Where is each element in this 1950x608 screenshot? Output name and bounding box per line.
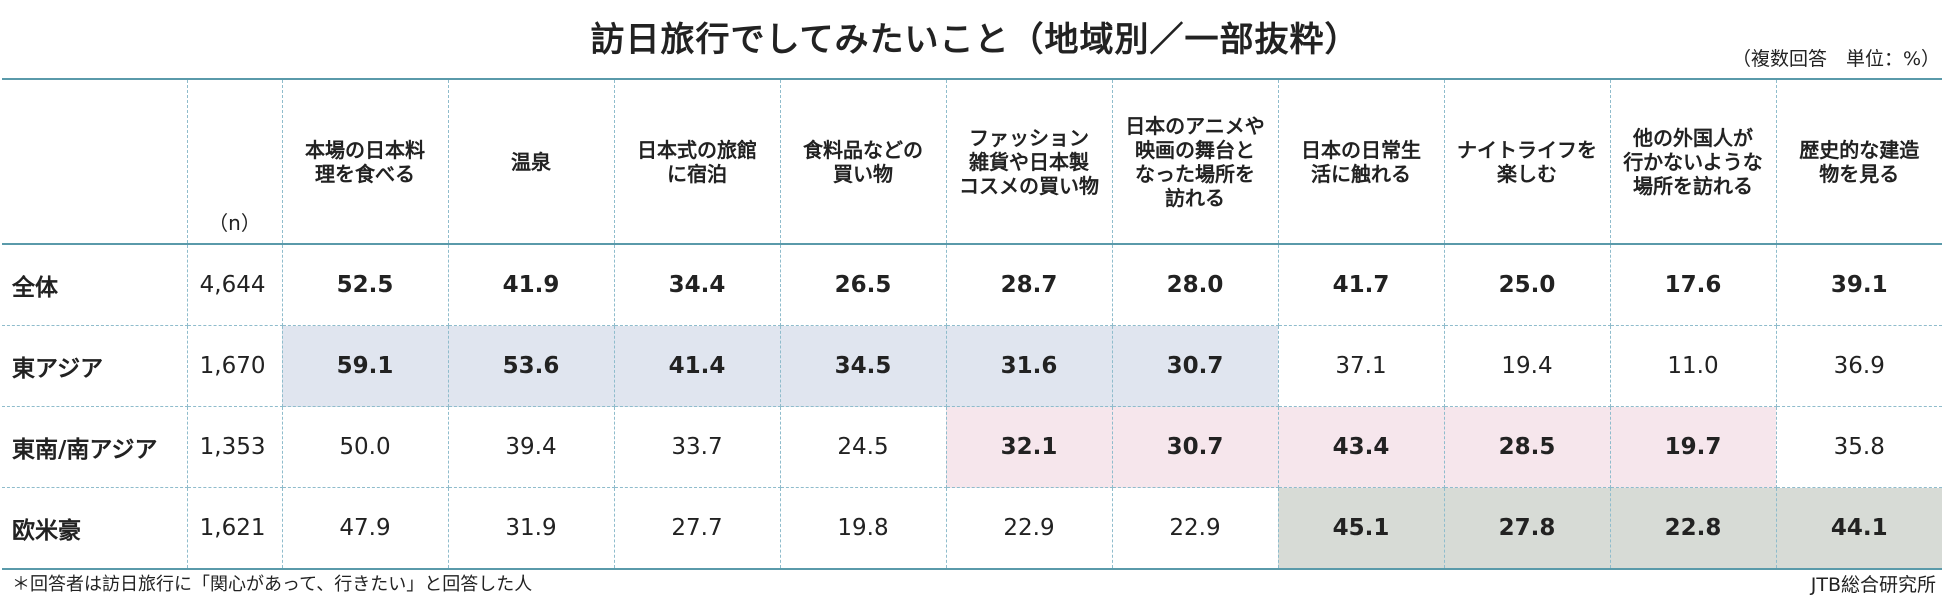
value-cell: 17.6 xyxy=(1609,244,1777,326)
value-cell: 32.1 xyxy=(945,406,1113,488)
value-cell: 37.1 xyxy=(1277,325,1445,407)
column-header: 温泉 xyxy=(447,78,615,245)
value-cell: 41.9 xyxy=(447,244,615,326)
value-cell: 24.5 xyxy=(779,406,947,488)
column-header: ファッション 雑貨や日本製 コスメの買い物 xyxy=(945,78,1113,245)
footnote: ＊回答者は訪日旅行に「関心があって、行きたい」と回答した人 xyxy=(12,574,533,595)
column-header: 食料品などの 買い物 xyxy=(779,78,947,245)
value-cell: 31.6 xyxy=(945,325,1113,407)
value-cell: 52.5 xyxy=(281,244,449,326)
value-cell: 28.5 xyxy=(1443,406,1611,488)
source-credit: JTB総合研究所 xyxy=(1810,574,1936,596)
sample-size: 4,644 xyxy=(187,244,283,326)
value-cell: 53.6 xyxy=(447,325,615,407)
value-cell: 35.8 xyxy=(1775,406,1942,488)
sample-size: 1,353 xyxy=(187,406,283,488)
sample-size: 1,670 xyxy=(187,325,283,407)
table-row: 東南/南アジア 1,353 50.0 39.4 33.7 24.5 32.1 30.7 43.4… xyxy=(2,406,1942,488)
value-cell: 30.7 xyxy=(1111,406,1279,488)
value-cell: 22.8 xyxy=(1609,487,1777,570)
value-cell: 34.5 xyxy=(779,325,947,407)
value-cell: 26.5 xyxy=(779,244,947,326)
value-cell: 19.8 xyxy=(779,487,947,570)
table-row: 欧米豪 1,621 47.9 31.9 27.7 19.8 22.9 22.9 45.1 27.8… xyxy=(2,487,1942,570)
value-cell: 39.1 xyxy=(1775,244,1942,326)
value-cell: 44.1 xyxy=(1775,487,1942,570)
value-cell: 43.4 xyxy=(1277,406,1445,488)
n-header: （n） xyxy=(187,78,283,245)
row-label: 東アジア xyxy=(2,325,188,407)
value-cell: 45.1 xyxy=(1277,487,1445,570)
value-cell: 59.1 xyxy=(281,325,449,407)
column-header: 日本のアニメや 映画の舞台と なった場所を 訪れる xyxy=(1111,78,1279,245)
value-cell: 39.4 xyxy=(447,406,615,488)
value-cell: 19.7 xyxy=(1609,406,1777,488)
column-header: 日本の日常生 活に触れる xyxy=(1277,78,1445,245)
value-cell: 28.7 xyxy=(945,244,1113,326)
chart-title: 訪日旅行でしてみたいこと（地域別／一部抜粋） xyxy=(590,20,1360,60)
value-cell: 36.9 xyxy=(1775,325,1942,407)
value-cell: 33.7 xyxy=(613,406,781,488)
unit-note: （複数回答 単位：%） xyxy=(1731,48,1940,70)
table-row: 東アジア 1,670 59.1 53.6 41.4 34.5 31.6 30.7 37.1 19.… xyxy=(2,325,1942,407)
value-cell: 19.4 xyxy=(1443,325,1611,407)
value-cell: 27.7 xyxy=(613,487,781,570)
value-cell: 22.9 xyxy=(945,487,1113,570)
column-header: 歴史的な建造 物を見る xyxy=(1775,78,1942,245)
row-label: 欧米豪 xyxy=(2,487,188,570)
row-label: 東南/南アジア xyxy=(2,406,188,488)
column-header: 他の外国人が 行かないような 場所を訪れる xyxy=(1609,78,1777,245)
column-header: 本場の日本料 理を食べる xyxy=(281,78,449,245)
data-table: （n） 本場の日本料 理を食べる 温泉 日本式の旅館 に宿泊 食料品などの 買い物 ファ… xyxy=(2,78,1942,570)
header-row: （n） 本場の日本料 理を食べる 温泉 日本式の旅館 に宿泊 食料品などの 買い物 ファ… xyxy=(2,78,1942,245)
value-cell: 27.8 xyxy=(1443,487,1611,570)
value-cell: 41.7 xyxy=(1277,244,1445,326)
value-cell: 31.9 xyxy=(447,487,615,570)
column-header: ナイトライフを 楽しむ xyxy=(1443,78,1611,245)
row-label: 全体 xyxy=(2,244,188,326)
column-header: 日本式の旅館 に宿泊 xyxy=(613,78,781,245)
value-cell: 22.9 xyxy=(1111,487,1279,570)
value-cell: 25.0 xyxy=(1443,244,1611,326)
value-cell: 41.4 xyxy=(613,325,781,407)
value-cell: 34.4 xyxy=(613,244,781,326)
value-cell: 47.9 xyxy=(281,487,449,570)
value-cell: 50.0 xyxy=(281,406,449,488)
table-body: 全体 4,644 52.5 41.9 34.4 26.5 28.7 28.0 41.7 25.0 1… xyxy=(2,244,1942,570)
corner-cell xyxy=(2,78,188,245)
table-row: 全体 4,644 52.5 41.9 34.4 26.5 28.7 28.0 41.7 25.0 1… xyxy=(2,244,1942,326)
value-cell: 28.0 xyxy=(1111,244,1279,326)
value-cell: 11.0 xyxy=(1609,325,1777,407)
sample-size: 1,621 xyxy=(187,487,283,570)
value-cell: 30.7 xyxy=(1111,325,1279,407)
